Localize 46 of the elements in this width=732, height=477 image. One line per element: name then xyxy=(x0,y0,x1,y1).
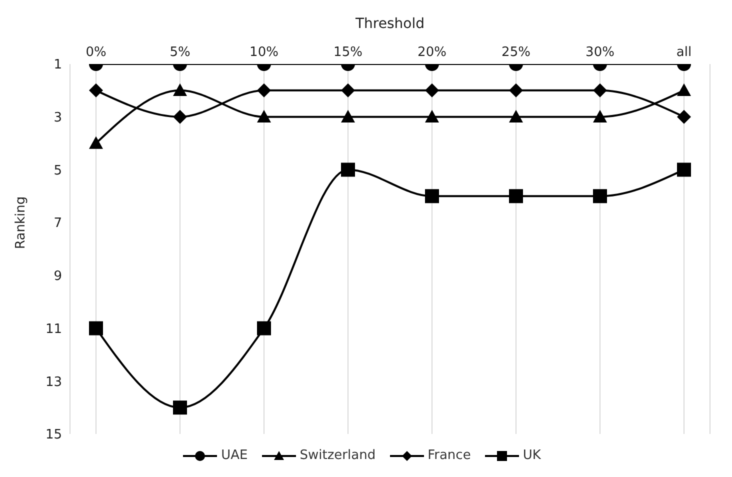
x-tick-label: 20% xyxy=(418,45,446,60)
x-tick-label: all xyxy=(676,45,692,60)
point xyxy=(173,83,187,96)
point xyxy=(593,110,607,122)
x-axis-title: Threshold xyxy=(354,16,424,32)
legend-label: UAE xyxy=(220,448,248,463)
point xyxy=(509,189,523,204)
legend-label: France xyxy=(426,448,471,463)
point xyxy=(89,321,103,336)
point xyxy=(89,83,103,98)
y-tick-label: 11 xyxy=(45,322,62,337)
x-tick-label: 15% xyxy=(334,45,362,60)
y-tick-label: 13 xyxy=(45,374,62,390)
y-tick-label: 1 xyxy=(54,58,62,73)
point xyxy=(425,189,439,204)
y-tick-label: 3 xyxy=(54,110,62,126)
y-axis-title: Ranking xyxy=(14,196,29,249)
point xyxy=(425,83,439,98)
x-tick-label: 25% xyxy=(502,45,530,60)
point xyxy=(341,110,355,122)
point xyxy=(341,83,355,98)
y-tick-label: 7 xyxy=(54,216,62,232)
point xyxy=(593,83,607,98)
point xyxy=(677,83,691,96)
legend-label: UK xyxy=(522,448,541,463)
point xyxy=(677,110,691,124)
point xyxy=(257,110,271,122)
point xyxy=(89,136,103,149)
point xyxy=(257,321,271,336)
point xyxy=(509,83,523,98)
y-tick-label: 15 xyxy=(45,428,62,443)
point xyxy=(173,110,187,124)
legend-label: Switzerland xyxy=(298,448,376,463)
y-tick-label: 9 xyxy=(54,269,62,284)
point xyxy=(593,189,607,204)
point xyxy=(173,400,187,415)
x-tick-label: 5% xyxy=(170,45,190,60)
point xyxy=(425,110,439,122)
x-tick-label: 0% xyxy=(86,45,106,60)
y-tick-label: 5 xyxy=(54,163,62,178)
x-tick-label: 10% xyxy=(250,45,278,60)
point xyxy=(509,110,523,122)
x-tick-label: 30% xyxy=(586,45,614,60)
point xyxy=(257,83,271,98)
point xyxy=(341,162,355,177)
point xyxy=(677,162,691,177)
